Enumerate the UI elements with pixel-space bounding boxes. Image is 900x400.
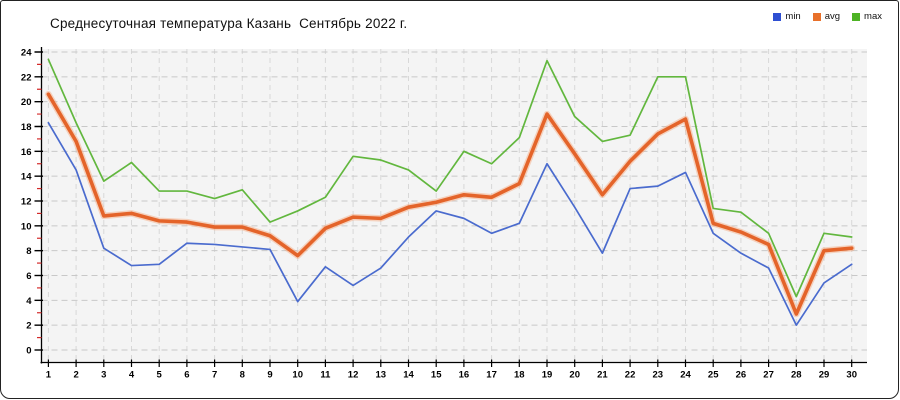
x-tick-label: 9	[267, 370, 272, 381]
x-tick-label: 13	[376, 370, 387, 381]
x-tick-label: 19	[542, 370, 553, 381]
y-tick-label: 18	[21, 122, 32, 133]
legend-label-avg: avg	[824, 11, 841, 22]
x-tick-label: 23	[653, 370, 664, 381]
chart-legend: min avg max	[773, 11, 882, 22]
avg-series-swatch-icon	[812, 12, 821, 21]
x-tick-label: 21	[597, 370, 608, 381]
y-tick-label: 22	[21, 72, 32, 83]
y-tick-label: 14	[21, 172, 32, 183]
x-tick-label: 15	[431, 370, 442, 381]
y-tick-label: 0	[26, 346, 31, 357]
y-tick-label: 12	[21, 196, 32, 207]
x-tick-label: 11	[320, 370, 331, 381]
x-tick-label: 30	[846, 370, 857, 381]
x-tick-label: 5	[157, 370, 163, 381]
x-tick-label: 18	[514, 370, 525, 381]
y-tick-label: 16	[21, 147, 32, 158]
x-tick-label: 2	[73, 370, 78, 381]
plot-area	[41, 49, 867, 363]
min-series-line	[47, 121, 853, 327]
x-tick-label: 10	[292, 370, 303, 381]
y-tick-label: 4	[26, 296, 32, 307]
chart-title: Среднесуточная температура Казань Сентяб…	[50, 16, 408, 31]
x-tick-label: 8	[240, 370, 245, 381]
legend-item-avg: avg	[812, 11, 841, 22]
min-series-swatch-icon	[773, 12, 782, 21]
x-tick-label: 7	[212, 370, 217, 381]
max-series-swatch-icon	[852, 12, 861, 21]
legend-item-min: min	[773, 11, 801, 22]
x-tick-label: 3	[101, 370, 106, 381]
x-tick-label: 22	[625, 370, 636, 381]
y-tick-label: 10	[21, 221, 32, 232]
x-tick-label: 27	[763, 370, 774, 381]
y-tick-label: 6	[26, 271, 31, 282]
x-tick-label: 16	[459, 370, 470, 381]
x-tick-label: 29	[819, 370, 830, 381]
legend-label-min: min	[785, 11, 801, 22]
x-tick-label: 28	[791, 370, 802, 381]
x-tick-label: 25	[708, 370, 719, 381]
x-tick-label: 4	[129, 370, 135, 381]
avg-series-line	[46, 92, 854, 316]
x-tick-label: 6	[184, 370, 189, 381]
x-tick-label: 17	[486, 370, 497, 381]
x-tick-label: 1	[46, 370, 52, 381]
x-tick-label: 20	[569, 370, 580, 381]
x-tick-label: 24	[680, 370, 691, 381]
y-tick-label: 8	[26, 246, 31, 257]
max-series-line	[47, 58, 853, 298]
x-tick-label: 12	[348, 370, 359, 381]
x-tick-label: 26	[736, 370, 747, 381]
y-tick-label: 24	[21, 47, 32, 58]
y-tick-label: 20	[21, 97, 32, 108]
x-tick-label: 14	[403, 370, 414, 381]
legend-item-max: max	[852, 11, 882, 22]
y-tick-label: 2	[26, 321, 31, 332]
legend-label-max: max	[864, 11, 882, 22]
